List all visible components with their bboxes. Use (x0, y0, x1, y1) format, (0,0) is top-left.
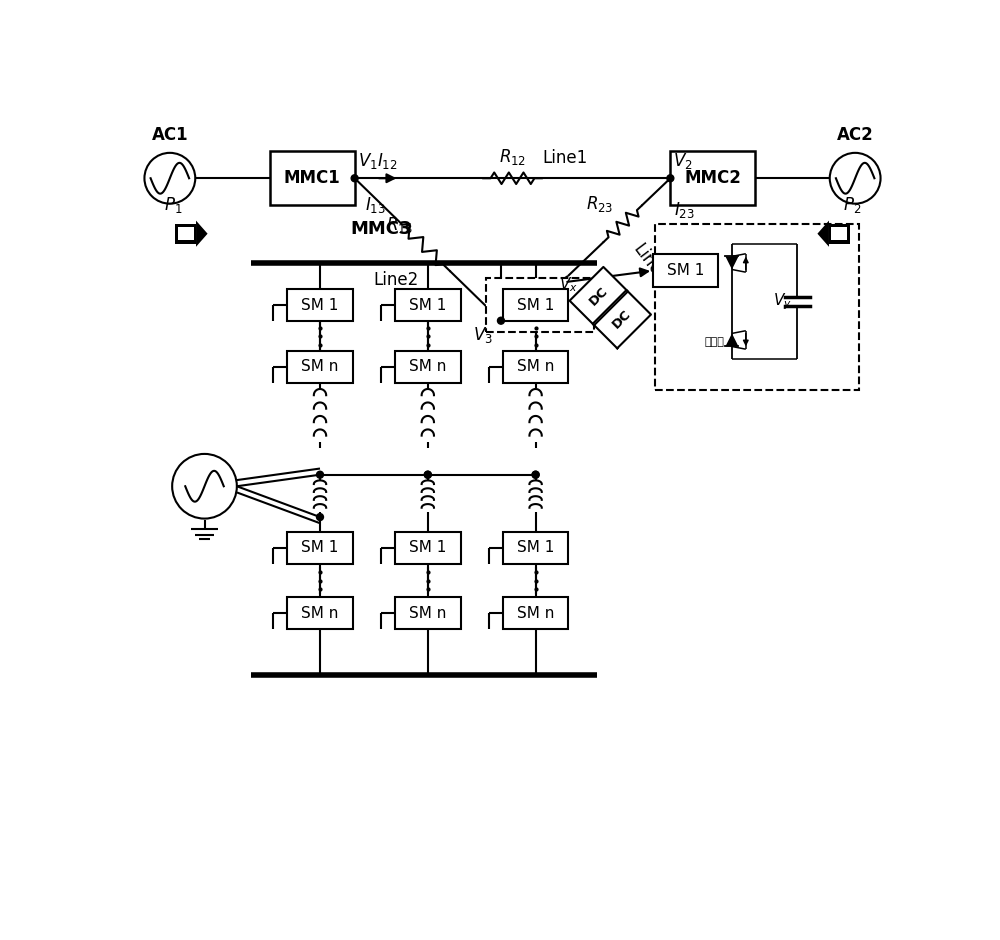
Text: SM n: SM n (409, 605, 446, 620)
Text: $V_1$: $V_1$ (358, 150, 377, 170)
Circle shape (351, 175, 358, 181)
Text: SM n: SM n (409, 359, 446, 374)
Text: $V_x$: $V_x$ (559, 275, 577, 294)
Text: SM 1: SM 1 (667, 263, 704, 278)
Text: SM n: SM n (301, 359, 339, 374)
Bar (655, 225, 859, 390)
Bar (287, 597, 353, 630)
Text: $R_{13}$: $R_{13}$ (386, 215, 413, 235)
Text: SM 1: SM 1 (517, 540, 554, 556)
Text: SM 1: SM 1 (301, 298, 339, 313)
Bar (503, 532, 568, 564)
Text: DC: DC (587, 284, 611, 308)
Text: $R_{23}$: $R_{23}$ (586, 195, 613, 214)
Text: $R_{12}$: $R_{12}$ (499, 148, 526, 167)
Circle shape (317, 513, 323, 521)
Bar (270, 151, 355, 205)
Bar (395, 351, 461, 384)
Circle shape (532, 471, 539, 478)
Text: $P_1$: $P_1$ (164, 196, 182, 215)
Text: SM 1: SM 1 (301, 540, 339, 556)
Bar (395, 290, 461, 321)
Polygon shape (570, 267, 628, 325)
Bar (503, 351, 568, 384)
Text: SM 1: SM 1 (517, 298, 554, 313)
Text: $I_{12}$: $I_{12}$ (377, 150, 398, 170)
Text: $V_y$: $V_y$ (773, 291, 792, 312)
Text: $I_{23}$: $I_{23}$ (674, 200, 695, 220)
Text: MMC2: MMC2 (684, 169, 741, 187)
Text: SM 1: SM 1 (409, 540, 446, 556)
Bar (287, 290, 353, 321)
Polygon shape (196, 221, 208, 247)
Text: AC2: AC2 (837, 126, 874, 144)
Text: Line2: Line2 (373, 272, 418, 290)
Bar (287, 532, 353, 564)
Polygon shape (725, 334, 738, 347)
Polygon shape (178, 227, 194, 241)
Text: Line3: Line3 (629, 241, 670, 288)
Polygon shape (829, 224, 850, 243)
Text: DC: DC (610, 307, 634, 331)
Text: SM n: SM n (517, 359, 554, 374)
Circle shape (424, 471, 431, 478)
Circle shape (532, 471, 539, 478)
Text: SM 1: SM 1 (409, 298, 446, 313)
Bar (395, 532, 461, 564)
Circle shape (317, 471, 323, 478)
Text: 隔离型: 隔离型 (704, 337, 724, 347)
Text: $V_2$: $V_2$ (673, 150, 693, 170)
Bar (486, 278, 594, 332)
Bar (395, 597, 461, 630)
Bar (503, 290, 568, 321)
Text: Line1: Line1 (542, 149, 587, 167)
Text: MMC1: MMC1 (284, 169, 341, 187)
Text: SM n: SM n (301, 605, 339, 620)
Bar (670, 151, 755, 205)
Bar (653, 255, 718, 287)
Polygon shape (817, 221, 829, 247)
Circle shape (497, 317, 504, 324)
Circle shape (667, 175, 674, 181)
Polygon shape (175, 224, 196, 243)
Text: $V_3$: $V_3$ (473, 324, 493, 345)
Bar (287, 351, 353, 384)
Text: $P_2$: $P_2$ (843, 196, 861, 215)
Text: $I_{13}$: $I_{13}$ (365, 196, 386, 215)
Text: AC1: AC1 (152, 126, 188, 144)
Polygon shape (725, 257, 738, 270)
Polygon shape (831, 227, 847, 241)
Text: SM n: SM n (517, 605, 554, 620)
Text: MMC3: MMC3 (351, 220, 412, 239)
Circle shape (424, 471, 431, 478)
Bar (503, 597, 568, 630)
Polygon shape (593, 290, 651, 349)
